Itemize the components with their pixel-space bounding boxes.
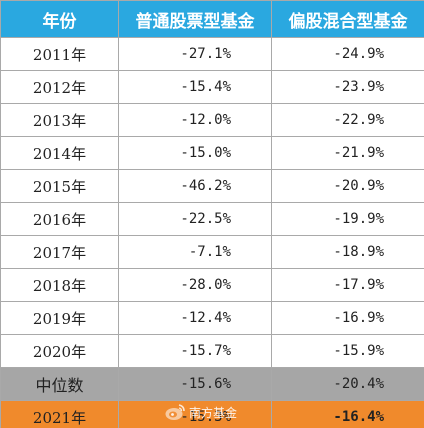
table-row: 2012年 -15.4% -23.9% bbox=[0, 70, 424, 104]
mixed-fund-value: -20.9% bbox=[271, 169, 424, 203]
column-header-stock-fund: 普通股票型基金 bbox=[118, 0, 272, 38]
year-cell: 2020年 bbox=[0, 334, 119, 368]
year-cell: 2016年 bbox=[0, 202, 119, 236]
mixed-fund-value: -17.9% bbox=[271, 268, 424, 302]
median-row: 中位数 -15.6% -20.4% bbox=[0, 367, 424, 401]
year-cell: 2019年 bbox=[0, 301, 119, 335]
median-label: 中位数 bbox=[0, 367, 119, 401]
current-year-row: 2021年 -15.3% -16.4% bbox=[0, 400, 424, 428]
table-row: 2018年 -28.0% -17.9% bbox=[0, 268, 424, 302]
year-cell: 2017年 bbox=[0, 235, 119, 269]
stock-fund-value: -28.0% bbox=[118, 268, 272, 302]
stock-fund-value: -22.5% bbox=[118, 202, 272, 236]
table-row: 2016年 -22.5% -19.9% bbox=[0, 202, 424, 236]
table-row: 2015年 -46.2% -20.9% bbox=[0, 169, 424, 203]
mixed-fund-value: -23.9% bbox=[271, 70, 424, 104]
stock-fund-value: -27.1% bbox=[118, 37, 272, 71]
table-row: 2014年 -15.0% -21.9% bbox=[0, 136, 424, 170]
mixed-fund-value: -21.9% bbox=[271, 136, 424, 170]
stock-fund-value: -7.1% bbox=[118, 235, 272, 269]
year-cell: 2012年 bbox=[0, 70, 119, 104]
stock-fund-value: -15.0% bbox=[118, 136, 272, 170]
column-header-mixed-fund: 偏股混合型基金 bbox=[271, 0, 424, 38]
year-cell: 2015年 bbox=[0, 169, 119, 203]
mixed-fund-value: -18.9% bbox=[271, 235, 424, 269]
table-row: 2017年 -7.1% -18.9% bbox=[0, 235, 424, 269]
mixed-fund-value: -19.9% bbox=[271, 202, 424, 236]
mixed-fund-value: -15.9% bbox=[271, 334, 424, 368]
column-header-year: 年份 bbox=[0, 0, 119, 38]
stock-fund-value: -15.7% bbox=[118, 334, 272, 368]
table-row: 2019年 -12.4% -16.9% bbox=[0, 301, 424, 335]
stock-fund-value: -12.0% bbox=[118, 103, 272, 137]
current-mixed-fund-value: -16.4% bbox=[271, 400, 424, 428]
year-cell: 2011年 bbox=[0, 37, 119, 71]
stock-fund-value: -15.4% bbox=[118, 70, 272, 104]
year-cell: 2018年 bbox=[0, 268, 119, 302]
table-row: 2011年 -27.1% -24.9% bbox=[0, 37, 424, 71]
stock-fund-value: -46.2% bbox=[118, 169, 272, 203]
table-row: 2013年 -12.0% -22.9% bbox=[0, 103, 424, 137]
year-cell: 2014年 bbox=[0, 136, 119, 170]
current-stock-fund-value: -15.3% bbox=[118, 400, 272, 428]
mixed-fund-value: -16.9% bbox=[271, 301, 424, 335]
current-year-cell: 2021年 bbox=[0, 400, 119, 428]
year-cell: 2013年 bbox=[0, 103, 119, 137]
stock-fund-value: -12.4% bbox=[118, 301, 272, 335]
mixed-fund-value: -24.9% bbox=[271, 37, 424, 71]
median-mixed-fund-value: -20.4% bbox=[271, 367, 424, 401]
table-header-row: 年份 普通股票型基金 偏股混合型基金 bbox=[0, 0, 424, 38]
median-stock-fund-value: -15.6% bbox=[118, 367, 272, 401]
table-row: 2020年 -15.7% -15.9% bbox=[0, 334, 424, 368]
mixed-fund-value: -22.9% bbox=[271, 103, 424, 137]
